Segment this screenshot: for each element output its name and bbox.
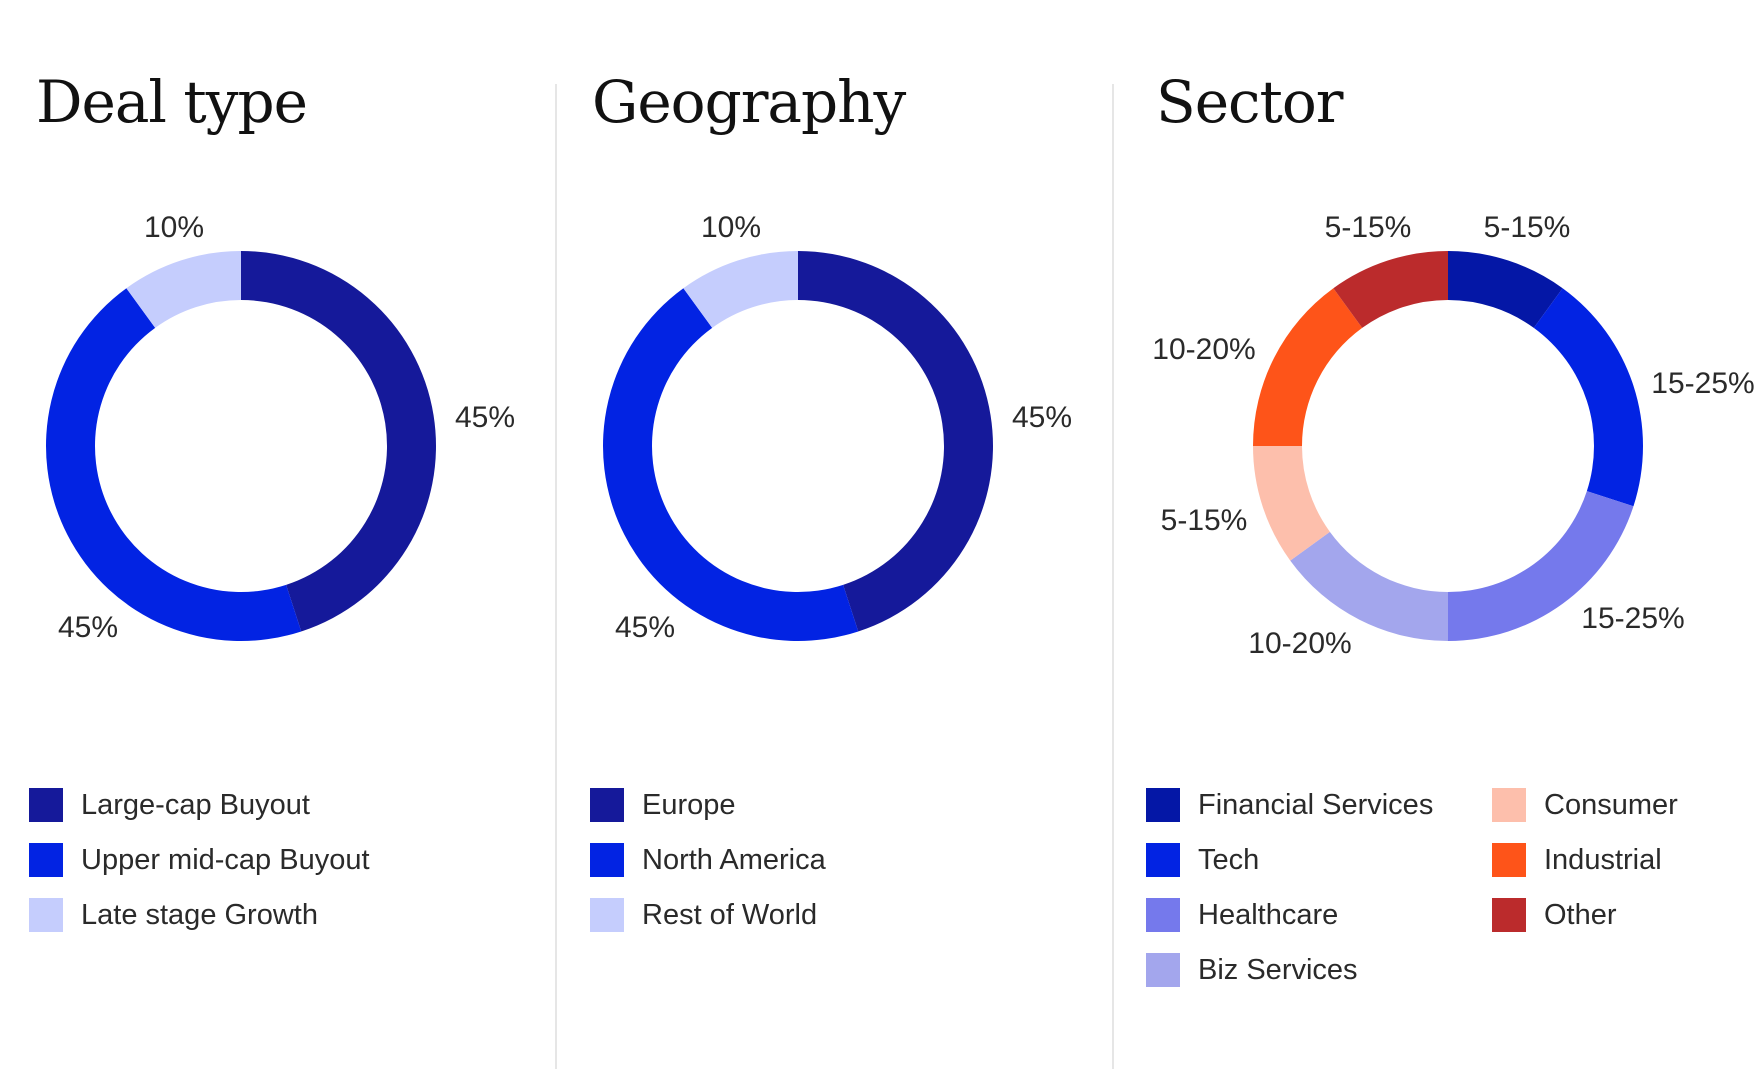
chart-title: Sector: [1156, 68, 1343, 136]
chart-panel-sector: Sector 5-15% 15-25% 15-25% 10-20% 5-15% 10-20…: [1114, 0, 1756, 1069]
legend-swatch: [1492, 788, 1526, 822]
legend-swatch: [1146, 788, 1180, 822]
donut-slice-financial-services: [1448, 251, 1563, 328]
data-label-industrial: 10-20%: [1152, 333, 1255, 366]
donut-slice-other: [1333, 251, 1448, 328]
legend-label: Rest of World: [642, 898, 818, 931]
donut-slice-consumer: [1253, 446, 1330, 561]
legend-label: Industrial: [1544, 843, 1662, 876]
data-label-healthcare: 15-25%: [1581, 602, 1684, 635]
legend-item-north-america: North America: [590, 843, 826, 877]
legend-item-other: Other: [1492, 898, 1617, 932]
legend-label: Large-cap Buyout: [81, 788, 310, 821]
legend-item-industrial: Industrial: [1492, 843, 1662, 877]
donut-chart: 5-15% 15-25% 15-25% 10-20% 5-15% 10-20% 5-15%: [1152, 211, 1754, 660]
legend-swatch: [590, 788, 624, 822]
legend-swatch: [590, 898, 624, 932]
data-label-tech: 15-25%: [1651, 367, 1754, 400]
donut-slice-north-america: [603, 288, 859, 641]
divider-left: [555, 84, 557, 1069]
legend-label: Biz Services: [1198, 953, 1358, 986]
donut-slice-rest-of-world: [683, 251, 798, 328]
chart-panel-deal-type: Deal type 45% 45% 10% Large-cap Buyout Uppe…: [0, 0, 555, 1069]
legend-item-upper-mid-cap-buyout: Upper mid-cap Buyout: [29, 843, 370, 877]
data-label-other: 5-15%: [1325, 211, 1412, 244]
legend-swatch: [1146, 953, 1180, 987]
legend-label: Other: [1544, 898, 1617, 931]
legend-swatch: [29, 843, 63, 877]
legend-label: Late stage Growth: [81, 898, 318, 931]
data-label-rest-of-world: 10%: [701, 211, 761, 244]
data-label-biz-services: 10-20%: [1248, 627, 1351, 660]
data-label-large-cap-buyout: 45%: [455, 401, 515, 434]
legend-swatch: [1492, 843, 1526, 877]
legend-item-europe: Europe: [590, 788, 736, 822]
legend-swatch: [1146, 898, 1180, 932]
data-label-europe: 45%: [1012, 401, 1072, 434]
donut-slice-europe: [798, 251, 993, 632]
legend-item-large-cap-buyout: Large-cap Buyout: [29, 788, 310, 822]
donut-slice-late-stage-growth: [126, 251, 241, 328]
donut-slice-healthcare: [1448, 491, 1634, 641]
legend-item-rest-of-world: Rest of World: [590, 898, 817, 932]
donut-slice-biz-services: [1290, 531, 1448, 641]
legend-swatch: [29, 788, 63, 822]
data-label-upper-mid-cap-buyout: 45%: [58, 611, 118, 644]
chart-title: Deal type: [36, 68, 308, 136]
chart-title: Geography: [592, 68, 906, 136]
data-label-north-america: 45%: [615, 611, 675, 644]
donut-chart: 45% 45% 10%: [46, 211, 515, 644]
legend-item-financial-services: Financial Services: [1146, 788, 1433, 822]
legend-label: Tech: [1198, 843, 1260, 876]
legend-item-late-stage-growth: Late stage Growth: [29, 898, 318, 932]
data-label-consumer: 5-15%: [1161, 504, 1248, 537]
data-label-late-stage-growth: 10%: [144, 211, 204, 244]
legend-item-biz-services: Biz Services: [1146, 953, 1358, 987]
donut-slice-large-cap-buyout: [241, 251, 436, 632]
divider-right: [1112, 84, 1114, 1069]
legend-label: Consumer: [1544, 788, 1678, 821]
chart-panel-geography: Geography 45% 45% 10% Europe North America R…: [557, 0, 1112, 1069]
donut-slice-industrial: [1253, 288, 1363, 446]
legend-item-healthcare: Healthcare: [1146, 898, 1338, 932]
legend-label: Upper mid-cap Buyout: [81, 843, 370, 876]
legend-label: Healthcare: [1198, 898, 1339, 931]
legend-item-tech: Tech: [1146, 843, 1259, 877]
legend-swatch: [1492, 898, 1526, 932]
legend-label: North America: [642, 843, 826, 876]
legend-swatch: [1146, 843, 1180, 877]
donut-chart: 45% 45% 10%: [603, 211, 1072, 644]
legend-item-consumer: Consumer: [1492, 788, 1678, 822]
donut-slice-upper-mid-cap-buyout: [46, 288, 302, 641]
legend-swatch: [590, 843, 624, 877]
legend-swatch: [29, 898, 63, 932]
donut-slice-tech: [1533, 288, 1643, 507]
data-label-financial-services: 5-15%: [1484, 211, 1571, 244]
legend-label: Europe: [642, 788, 736, 821]
legend-label: Financial Services: [1198, 788, 1434, 821]
